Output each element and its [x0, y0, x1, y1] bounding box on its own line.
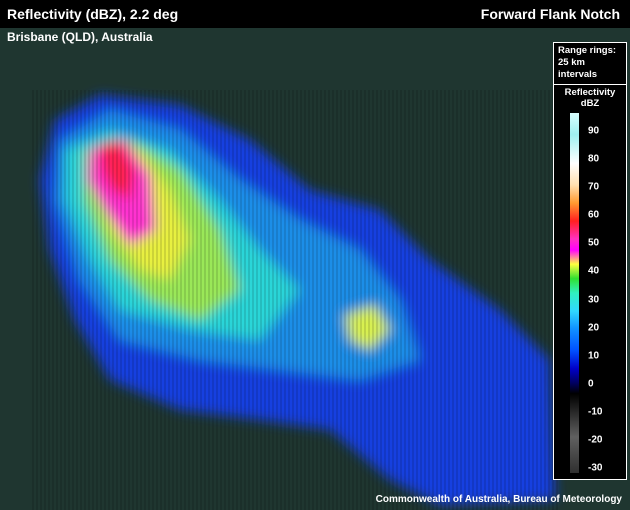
legend-tick-label: 20 — [588, 322, 600, 334]
color-bar — [570, 113, 579, 473]
legend-tick-label: 90 — [588, 125, 600, 137]
legend-tick-label: 0 — [588, 378, 594, 390]
legend-tick-label: 40 — [588, 265, 600, 277]
feature-label: Forward Flank Notch — [480, 6, 620, 22]
legend-tick-label: -30 — [588, 462, 603, 474]
rings-detail: 25 km — [558, 57, 585, 68]
legend-tick-label: 60 — [588, 209, 600, 221]
legend-tick-label: 30 — [588, 294, 600, 305]
rings-box: Range rings: 25 km intervals — [554, 43, 626, 85]
location: Brisbane (QLD), Australia — [7, 30, 153, 44]
header-bar: Reflectivity (dBZ), 2.2 deg Forward Flan… — [0, 0, 630, 28]
legend-unit: dBZ — [580, 98, 600, 109]
legend-tick-label: -20 — [588, 434, 603, 446]
legend-tick-label: 80 — [588, 153, 600, 165]
legend-tick-label: 10 — [588, 350, 600, 362]
legend-tick-label: -10 — [588, 406, 603, 418]
legend-tick-label: 70 — [588, 181, 600, 193]
legend-tick-label: 50 — [588, 237, 600, 249]
legend-title: Reflectivity dBZ — [554, 87, 626, 109]
legend-title-text: Reflectivity — [564, 87, 616, 98]
legend: Range rings: 25 km intervals Reflectivit… — [553, 42, 627, 480]
title: Reflectivity (dBZ), 2.2 deg — [7, 6, 179, 22]
rings-label: Range rings: — [558, 45, 617, 56]
rings-unit: intervals — [558, 69, 598, 80]
credit: Commonwealth of Australia, Bureau of Met… — [375, 494, 622, 505]
